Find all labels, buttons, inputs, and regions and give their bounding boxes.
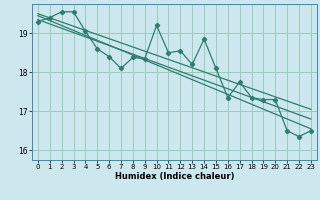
X-axis label: Humidex (Indice chaleur): Humidex (Indice chaleur) [115, 172, 234, 181]
